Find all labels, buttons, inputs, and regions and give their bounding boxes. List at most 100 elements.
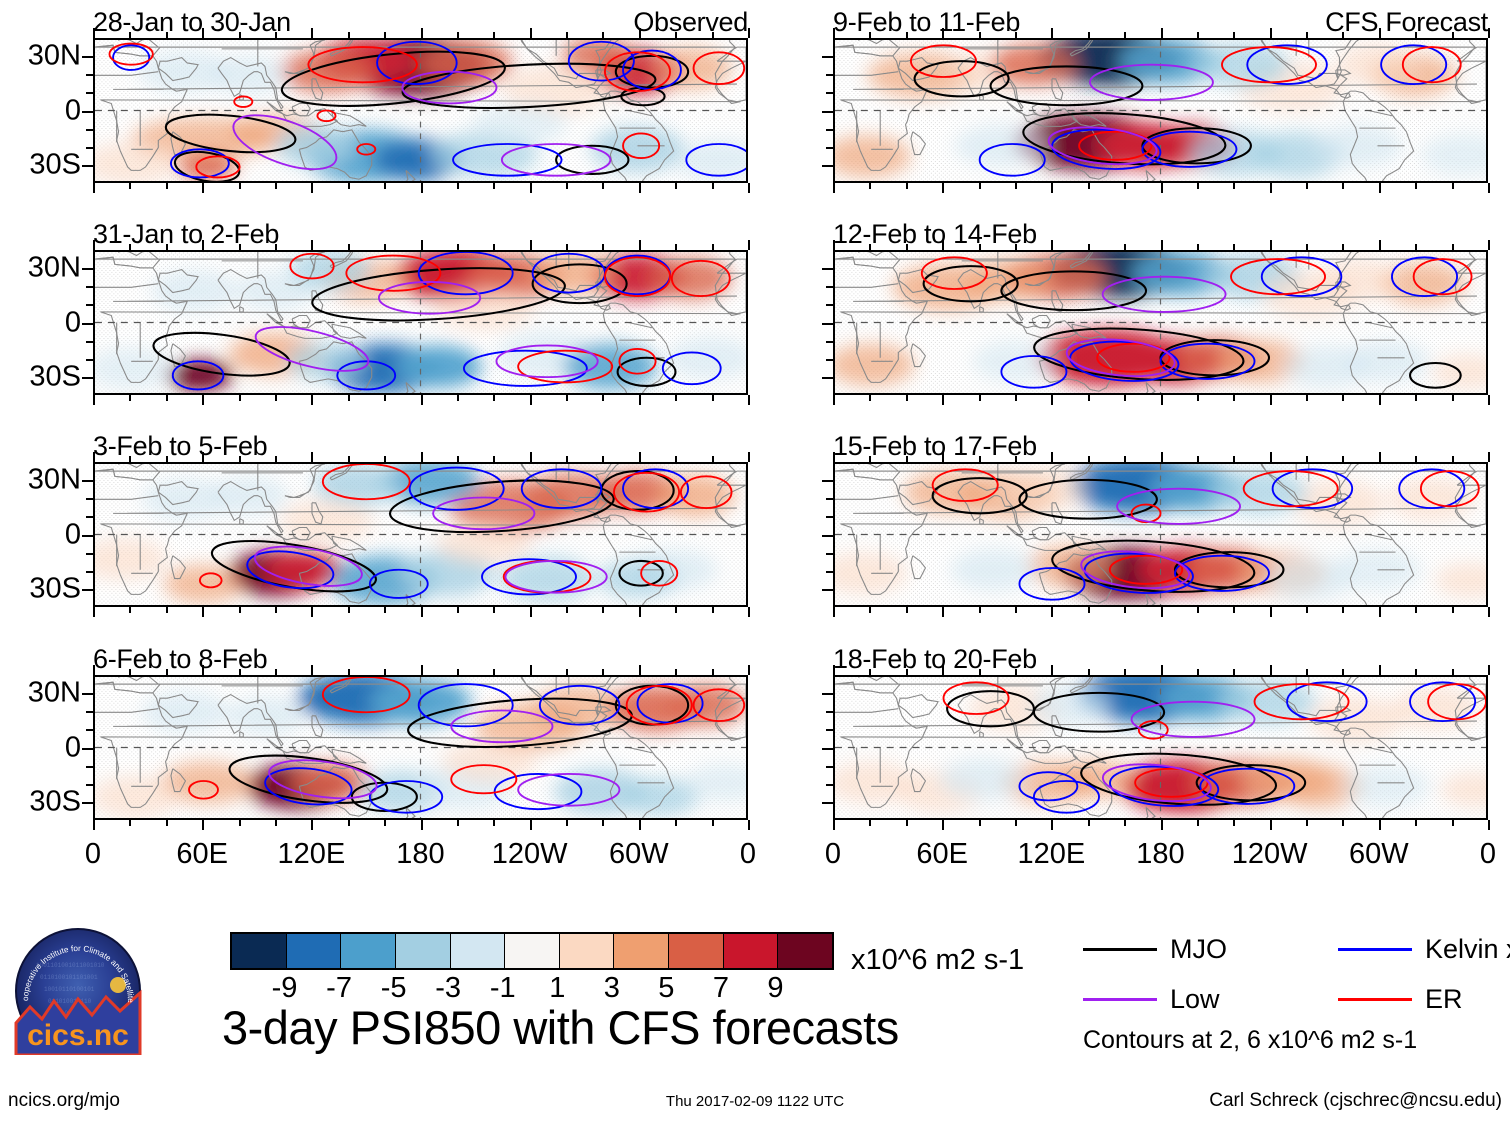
x-axis-top-tick [833,452,835,462]
x-axis-top-tick [1378,452,1381,462]
y-axis-minor-tick [86,340,93,343]
x-axis-top-tick [675,244,678,250]
contour-er [942,681,1010,715]
contour-kel [622,468,690,509]
x-axis-label: 120W [491,838,568,870]
x-axis-tick [748,395,750,405]
x-axis-top-tick [202,240,205,250]
panel-title: 9-Feb to 11-Feb [833,7,1021,37]
contour-mjo [913,60,1010,98]
y-axis-minor-tick [826,358,833,361]
x-axis-tick [311,820,314,830]
y-axis-minor-tick [86,783,93,786]
x-axis-top-tick [905,456,908,462]
x-axis-top-tick [529,240,532,250]
x-axis-tick [529,183,532,193]
contour-mjo [989,65,1144,107]
x-axis-label: 120E [277,838,346,870]
x-axis-top-tick [638,28,641,38]
footer-link[interactable]: ncics.org/mjo [8,1090,120,1111]
x-axis-top-tick [202,28,205,38]
wave-contours [198,464,733,599]
x-axis-top-tick [748,28,750,38]
x-axis-top-tick [978,32,981,38]
x-axis-tick [202,183,205,193]
x-axis-minor-tick [493,607,496,613]
x-axis-tick [311,183,314,193]
x-axis-minor-tick [384,395,387,401]
x-axis-top-tick [1488,452,1490,462]
y-axis-minor-tick [86,358,93,361]
x-axis-top-tick [1051,452,1054,462]
x-axis-minor-tick [869,183,872,189]
x-axis-minor-tick [675,183,678,189]
y-axis-minor-tick [826,570,833,573]
x-axis-tick [1488,395,1490,405]
x-axis-top-tick [456,32,459,38]
x-axis-minor-tick [602,820,605,826]
x-axis-top-tick [1014,669,1017,675]
x-axis-label: 60E [916,838,968,870]
contour-mjo [1033,327,1245,381]
x-axis-top-tick [493,244,496,250]
x-axis-top-tick [566,669,569,675]
x-axis-minor-tick [711,820,714,826]
x-axis-minor-tick [566,607,569,613]
contour-er [1078,130,1153,161]
x-axis-top-tick [311,28,314,38]
x-axis-top-tick [129,669,132,675]
x-axis-top-tick [384,244,387,250]
x-axis-tick [1269,183,1272,193]
contour-kel [1391,256,1459,297]
x-axis-top-tick [711,244,714,250]
x-axis-top-tick [420,452,423,462]
cics-logo[interactable]: 1001101001011001010 0110100101101001 100… [11,920,142,1057]
x-axis-top-tick [1488,240,1490,250]
x-axis-top-tick [1051,240,1054,250]
contour-kel [112,44,151,71]
contour-interval-note: Contours at 2, 6 x10^6 m2 s-1 [1083,1026,1418,1054]
x-axis-minor-tick [129,183,132,189]
x-axis-minor-tick [1014,395,1017,401]
y-axis-minor-tick [826,711,833,714]
x-axis-top-tick [942,665,945,675]
x-axis-label: 0 [739,838,757,870]
x-axis-minor-tick [1342,607,1345,613]
contour-mjo [531,263,628,305]
contour-kel [1069,340,1180,382]
x-axis-tick [1160,607,1163,617]
x-axis-minor-tick [456,395,459,401]
x-axis-tick [1269,820,1272,830]
contour-kel [661,351,722,386]
x-axis-top-tick [1051,665,1054,675]
x-axis-top-tick [942,240,945,250]
x-axis-tick [833,607,835,617]
x-axis-top-tick [942,28,945,38]
contour-kel [1083,552,1194,594]
y-axis-tick [822,480,833,483]
y-axis-label: 30S [29,572,81,605]
contour-kel [978,143,1046,177]
y-axis-tick [822,801,833,804]
contour-er [321,464,411,501]
map-panel-2: 31-Jan to 2-Feb 30N 0 30S [28,219,750,405]
x-axis-tick [311,395,314,405]
x-axis-top-tick [202,452,205,462]
x-axis-top-tick [1306,244,1309,250]
y-axis-tick [822,56,833,59]
contour-er [618,348,657,375]
x-axis-top-tick [1269,452,1272,462]
x-axis-minor-tick [1196,395,1199,401]
contour-er [604,256,671,297]
y-axis-tick [822,534,833,537]
contour-er [1108,554,1184,585]
x-axis-tick [1160,395,1163,405]
x-axis-minor-tick [566,183,569,189]
x-axis-tick [1488,820,1490,830]
x-axis-minor-tick [274,183,277,189]
footer-timestamp: Thu 2017-02-09 1122 UTC [665,1093,845,1110]
panel-title: 3-Feb to 5-Feb [93,431,268,461]
x-axis-tick [1488,183,1490,193]
wave-contours [931,468,1480,601]
x-axis-minor-tick [1087,607,1090,613]
